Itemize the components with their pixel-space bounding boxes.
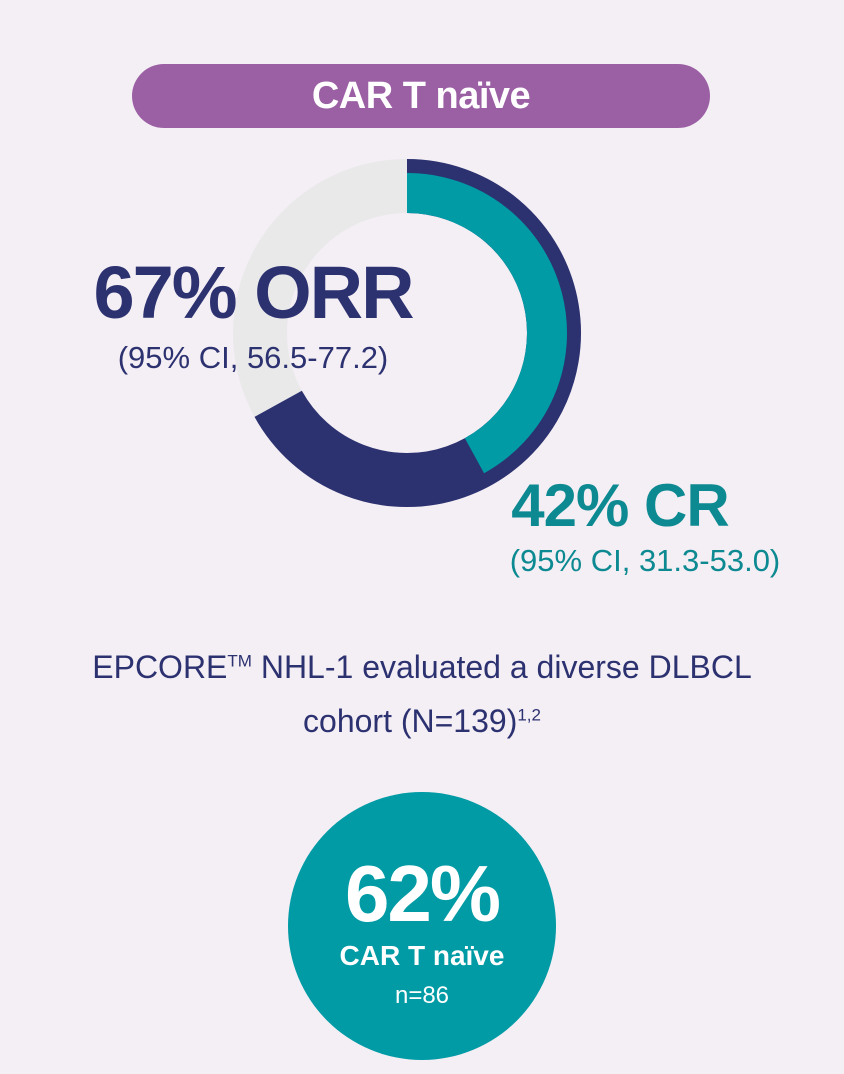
trademark-mark: TM bbox=[227, 651, 252, 671]
description-line-1: EPCORETM NHL-1 evaluated a diverse DLBCL bbox=[92, 649, 752, 685]
cohort-header-title: CAR T naïve bbox=[311, 74, 531, 117]
cr-ci-label: (95% CI, 31.3-53.0) bbox=[509, 543, 781, 578]
cr-arc bbox=[406, 173, 567, 474]
cohort-header-pill: CAR T naïve bbox=[132, 64, 710, 128]
cohort-percent: 62% bbox=[344, 849, 501, 938]
response-donut-chart bbox=[233, 159, 581, 507]
description-line-2: cohort (N=139)1,2 bbox=[303, 703, 541, 739]
reference-superscript: 1,2 bbox=[517, 705, 541, 725]
cohort-label: CAR T naïve bbox=[339, 940, 505, 971]
orr-value-label: 67% ORR bbox=[93, 251, 414, 334]
car-t-naive-stat-circle: 62% CAR T naïve n=86 bbox=[288, 792, 556, 1060]
cohort-description: EPCORETM NHL-1 evaluated a diverse DLBCL… bbox=[40, 640, 804, 748]
cohort-count: n=86 bbox=[394, 982, 450, 1009]
orr-ci-label: (95% CI, 56.5-77.2) bbox=[117, 340, 389, 375]
cr-value-label: 42% CR bbox=[511, 472, 729, 539]
